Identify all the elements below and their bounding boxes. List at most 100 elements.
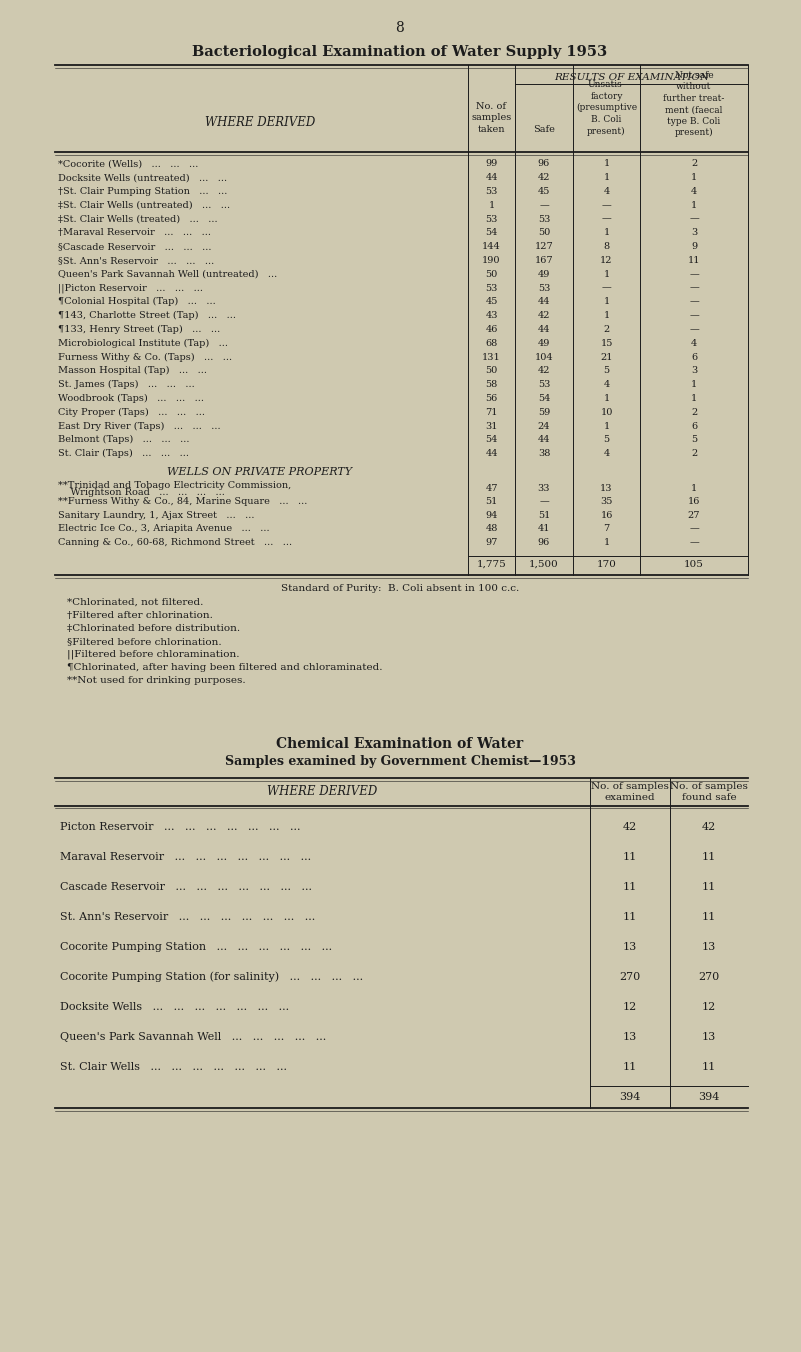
Text: 53: 53 <box>485 187 497 196</box>
Text: —: — <box>689 525 699 534</box>
Text: 42: 42 <box>537 173 550 183</box>
Text: 31: 31 <box>485 422 497 430</box>
Text: 11: 11 <box>623 852 637 861</box>
Text: 21: 21 <box>600 353 613 361</box>
Text: 11: 11 <box>623 1061 637 1072</box>
Text: 97: 97 <box>485 538 497 548</box>
Text: 2: 2 <box>603 324 610 334</box>
Text: ||Filtered before chloramination.: ||Filtered before chloramination. <box>67 650 239 660</box>
Text: St. Clair (Taps)   ...   ...   ...: St. Clair (Taps) ... ... ... <box>58 449 189 458</box>
Text: Docksite Wells   ...   ...   ...   ...   ...   ...   ...: Docksite Wells ... ... ... ... ... ... .… <box>60 1002 289 1011</box>
Text: 51: 51 <box>537 511 550 519</box>
Text: 38: 38 <box>537 449 550 458</box>
Text: Electric Ice Co., 3, Ariapita Avenue   ...   ...: Electric Ice Co., 3, Ariapita Avenue ...… <box>58 525 270 534</box>
Text: 1: 1 <box>691 484 697 493</box>
Text: 45: 45 <box>485 297 497 307</box>
Text: Chemical Examination of Water: Chemical Examination of Water <box>276 737 524 750</box>
Text: 27: 27 <box>688 511 700 519</box>
Text: 58: 58 <box>485 380 497 389</box>
Text: 2: 2 <box>691 408 697 416</box>
Text: 42: 42 <box>702 822 716 831</box>
Text: ¶133, Henry Street (Tap)   ...   ...: ¶133, Henry Street (Tap) ... ... <box>58 324 220 334</box>
Text: **Not used for drinking purposes.: **Not used for drinking purposes. <box>67 676 246 685</box>
Text: 53: 53 <box>537 380 550 389</box>
Text: 56: 56 <box>485 393 497 403</box>
Text: Queen's Park Savannah Well (untreated)   ...: Queen's Park Savannah Well (untreated) .… <box>58 270 277 279</box>
Text: 1: 1 <box>603 270 610 279</box>
Text: 51: 51 <box>485 496 497 506</box>
Text: ‡St. Clair Wells (untreated)   ...   ...: ‡St. Clair Wells (untreated) ... ... <box>58 201 230 210</box>
Text: 44: 44 <box>537 324 550 334</box>
Text: 1: 1 <box>603 422 610 430</box>
Text: WHERE DERIVED: WHERE DERIVED <box>268 786 377 798</box>
Text: Sanitary Laundry, 1, Ajax Street   ...   ...: Sanitary Laundry, 1, Ajax Street ... ... <box>58 511 255 519</box>
Text: 35: 35 <box>600 496 613 506</box>
Text: 2: 2 <box>691 160 697 169</box>
Text: 96: 96 <box>538 160 550 169</box>
Text: 44: 44 <box>537 435 550 445</box>
Text: 33: 33 <box>537 484 550 493</box>
Text: 42: 42 <box>537 366 550 376</box>
Text: 4: 4 <box>691 187 697 196</box>
Text: —: — <box>602 201 611 210</box>
Text: 8: 8 <box>396 22 405 35</box>
Text: 190: 190 <box>482 256 501 265</box>
Text: 1,775: 1,775 <box>477 560 506 569</box>
Text: 1,500: 1,500 <box>529 560 559 569</box>
Text: 44: 44 <box>485 173 497 183</box>
Text: Woodbrook (Taps)   ...   ...   ...: Woodbrook (Taps) ... ... ... <box>58 393 204 403</box>
Text: 6: 6 <box>691 422 697 430</box>
Text: East Dry River (Taps)   ...   ...   ...: East Dry River (Taps) ... ... ... <box>58 422 220 431</box>
Text: 3: 3 <box>691 366 697 376</box>
Text: —: — <box>689 284 699 292</box>
Text: 12: 12 <box>702 1002 716 1011</box>
Text: 1: 1 <box>603 228 610 238</box>
Text: 99: 99 <box>485 160 497 169</box>
Text: †Filtered after chlorination.: †Filtered after chlorination. <box>67 611 213 621</box>
Text: §Cascade Reservoir   ...   ...   ...: §Cascade Reservoir ... ... ... <box>58 242 211 251</box>
Text: 42: 42 <box>623 822 637 831</box>
Text: 1: 1 <box>603 173 610 183</box>
Text: 5: 5 <box>691 435 697 445</box>
Text: WHERE DERIVED: WHERE DERIVED <box>205 115 315 128</box>
Text: Furness Withy & Co. (Taps)   ...   ...: Furness Withy & Co. (Taps) ... ... <box>58 353 232 362</box>
Text: ¶Colonial Hospital (Tap)   ...   ...: ¶Colonial Hospital (Tap) ... ... <box>58 297 215 307</box>
Text: 270: 270 <box>619 972 641 982</box>
Text: 49: 49 <box>537 270 550 279</box>
Text: 13: 13 <box>600 484 613 493</box>
Text: No. of samples
examined: No. of samples examined <box>591 781 669 802</box>
Text: St. Clair Wells   ...   ...   ...   ...   ...   ...   ...: St. Clair Wells ... ... ... ... ... ... … <box>60 1061 287 1072</box>
Text: †St. Clair Pumping Station   ...   ...: †St. Clair Pumping Station ... ... <box>58 187 227 196</box>
Text: Maraval Reservoir   ...   ...   ...   ...   ...   ...   ...: Maraval Reservoir ... ... ... ... ... ..… <box>60 852 311 861</box>
Text: Wrightson Road   ...   ...   ...   ...: Wrightson Road ... ... ... ... <box>58 488 225 498</box>
Text: 13: 13 <box>702 941 716 952</box>
Text: —: — <box>689 311 699 320</box>
Text: —: — <box>602 284 611 292</box>
Text: 15: 15 <box>600 339 613 347</box>
Text: 11: 11 <box>702 882 716 891</box>
Text: 394: 394 <box>698 1091 719 1102</box>
Text: 54: 54 <box>485 435 497 445</box>
Text: —: — <box>689 324 699 334</box>
Text: ‡Chlorinated before distribution.: ‡Chlorinated before distribution. <box>67 625 240 633</box>
Text: Docksite Wells (untreated)   ...   ...: Docksite Wells (untreated) ... ... <box>58 173 227 183</box>
Text: 46: 46 <box>485 324 497 334</box>
Text: 270: 270 <box>698 972 719 982</box>
Text: 47: 47 <box>485 484 497 493</box>
Text: 12: 12 <box>623 1002 637 1011</box>
Text: 59: 59 <box>538 408 550 416</box>
Text: 2: 2 <box>691 449 697 458</box>
Text: 8: 8 <box>603 242 610 251</box>
Text: 105: 105 <box>684 560 704 569</box>
Text: 7: 7 <box>603 525 610 534</box>
Text: 48: 48 <box>485 525 497 534</box>
Text: RESULTS OF EXAMINATION: RESULTS OF EXAMINATION <box>554 73 709 82</box>
Text: 5: 5 <box>603 366 610 376</box>
Text: 1: 1 <box>691 393 697 403</box>
Text: 16: 16 <box>600 511 613 519</box>
Text: ‡St. Clair Wells (treated)   ...   ...: ‡St. Clair Wells (treated) ... ... <box>58 215 218 223</box>
Text: Standard of Purity:  B. Coli absent in 100 c.c.: Standard of Purity: B. Coli absent in 10… <box>281 584 519 594</box>
Text: 54: 54 <box>485 228 497 238</box>
Text: —: — <box>689 215 699 223</box>
Text: 43: 43 <box>485 311 497 320</box>
